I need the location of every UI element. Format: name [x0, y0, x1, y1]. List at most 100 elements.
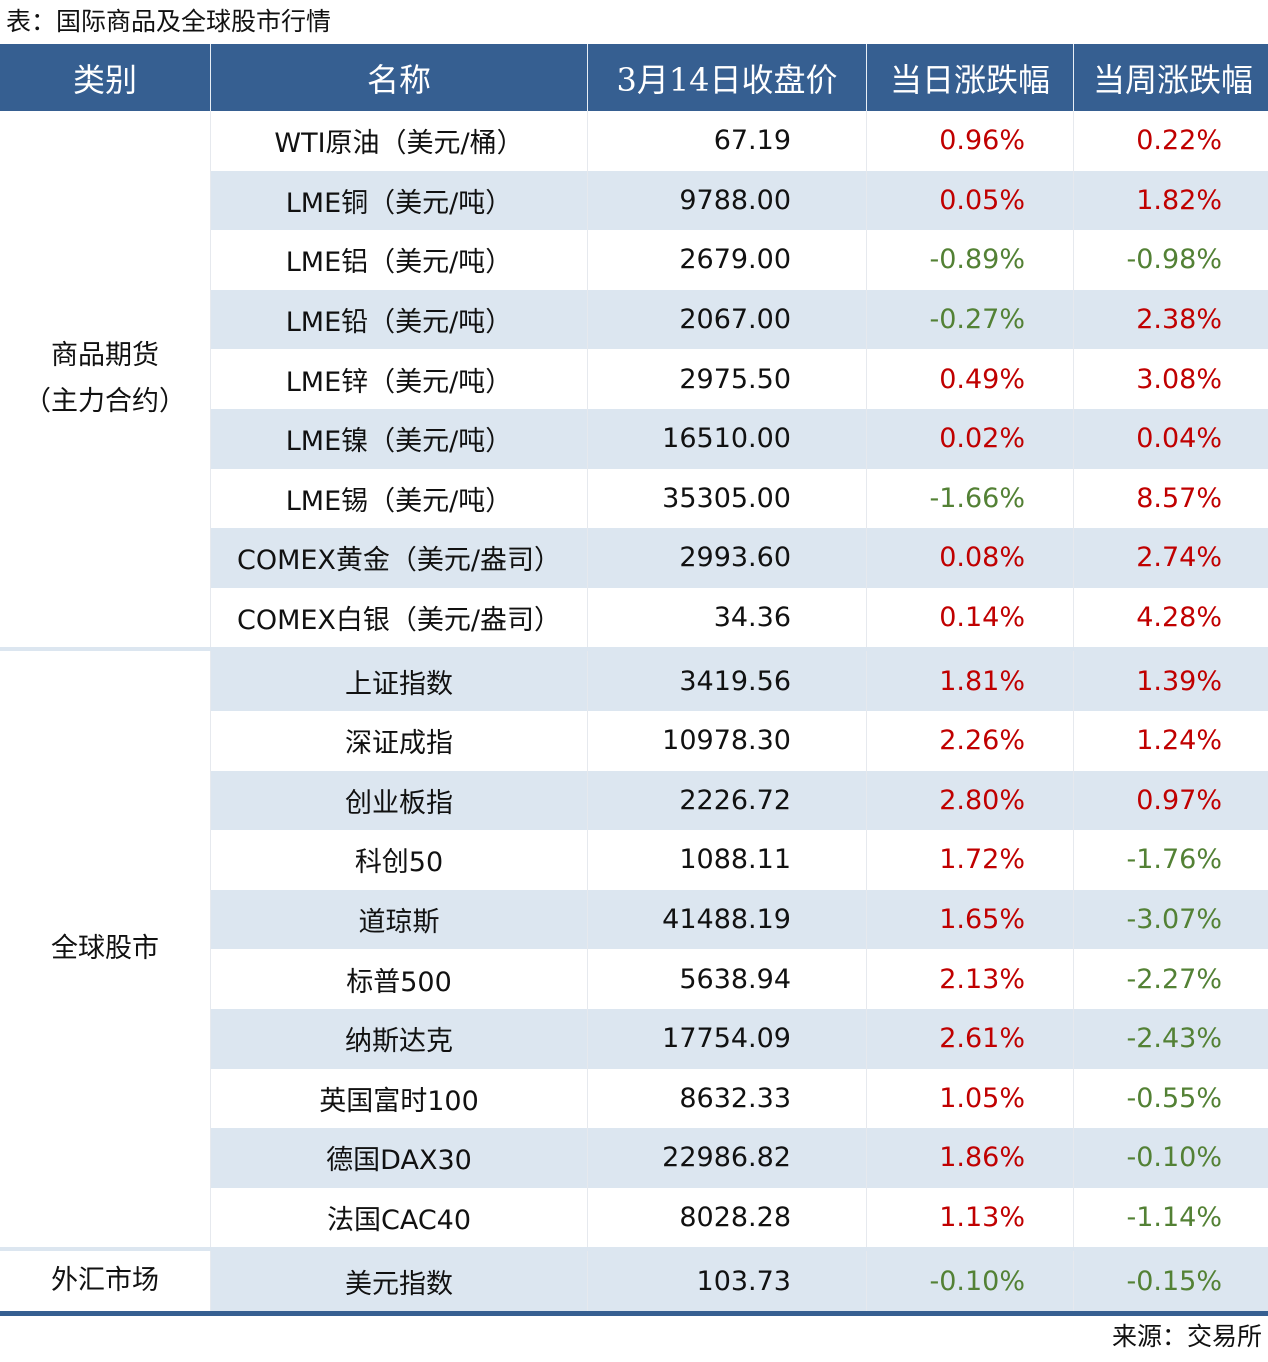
close-cell: 8028.28	[587, 1187, 867, 1250]
day-change-cell: 0.02%	[866, 408, 1074, 469]
table-row: 德国DAX30 22986.82 1.86% -0.10%	[0, 1128, 1268, 1188]
day-change-cell: -0.89%	[866, 230, 1074, 290]
name-cell: 深证成指	[210, 710, 588, 771]
close-cell: 5638.94	[587, 949, 867, 1009]
week-change-cell: 1.24%	[1073, 710, 1268, 771]
week-change-cell: 0.22%	[1073, 111, 1268, 171]
close-cell: 8632.33	[587, 1068, 867, 1129]
close-cell: 1088.11	[587, 830, 867, 890]
week-change-cell: -0.10%	[1073, 1128, 1268, 1188]
name-cell: 英国富时100	[210, 1068, 588, 1129]
table-row: LME铝（美元/吨） 2679.00 -0.89% -0.98%	[0, 230, 1268, 290]
close-cell: 103.73	[587, 1247, 867, 1316]
table-title: 表：国际商品及全球股市行情	[6, 7, 332, 36]
close-cell: 34.36	[587, 587, 867, 650]
header-row: 类别 名称 3月14日收盘价 当日涨跌幅 当周涨跌幅	[0, 44, 1268, 111]
day-change-cell: 1.86%	[866, 1128, 1074, 1188]
close-cell: 2993.60	[587, 528, 867, 588]
name-cell: 创业板指	[210, 770, 588, 831]
day-change-cell: 0.14%	[866, 587, 1074, 650]
week-change-cell: 8.57%	[1073, 468, 1268, 529]
name-cell: LME锌（美元/吨）	[210, 349, 588, 409]
table-row: COMEX黄金（美元/盎司） 2993.60 0.08% 2.74%	[0, 528, 1268, 588]
header-category: 类别	[0, 44, 211, 111]
table-row: 商品期货 （主力合约） WTI原油（美元/桶） 67.19 0.96% 0.22%	[0, 111, 1268, 650]
name-cell: 纳斯达克	[210, 1008, 588, 1069]
week-change-cell: 2.74%	[1073, 528, 1268, 588]
category-label: 商品期货	[51, 340, 159, 372]
close-cell: 67.19	[587, 111, 867, 171]
table-row: LME锌（美元/吨） 2975.50 0.49% 3.08%	[0, 349, 1268, 409]
day-change-cell: 1.81%	[866, 647, 1074, 711]
table-body: 商品期货 （主力合约） WTI原油（美元/桶） 67.19 0.96% 0.22% LME铜…	[0, 111, 1268, 1316]
week-change-cell: 1.82%	[1073, 170, 1268, 231]
table-row: LME镍（美元/吨） 16510.00 0.02% 0.04%	[0, 408, 1268, 469]
name-cell: 法国CAC40	[210, 1187, 588, 1250]
table-row: 科创50 1088.11 1.72% -1.76%	[0, 830, 1268, 890]
name-cell: LME铅（美元/吨）	[210, 289, 588, 350]
day-change-cell: 0.96%	[866, 111, 1074, 171]
market-table: 类别 名称 3月14日收盘价 当日涨跌幅 当周涨跌幅 商品期货 （主力合约） WTI…	[0, 44, 1268, 1316]
week-change-cell: 1.39%	[1073, 647, 1268, 711]
day-change-cell: 0.05%	[866, 170, 1074, 231]
day-change-cell: 2.13%	[866, 949, 1074, 1009]
week-change-cell: 0.04%	[1073, 408, 1268, 469]
week-change-cell: -1.76%	[1073, 830, 1268, 890]
category-label: 外汇市场	[51, 1265, 159, 1297]
name-cell: COMEX白银（美元/盎司）	[210, 587, 588, 650]
source-note: 来源：交易所	[1111, 1322, 1262, 1351]
table-row: LME铜（美元/吨） 9788.00 0.05% 1.82%	[0, 170, 1268, 231]
day-change-cell: 1.72%	[866, 830, 1074, 890]
close-cell: 3419.56	[587, 647, 867, 711]
category-cell: 商品期货 （主力合约）	[0, 111, 211, 650]
table-row: LME铅（美元/吨） 2067.00 -0.27% 2.38%	[0, 289, 1268, 350]
name-cell: LME铜（美元/吨）	[210, 170, 588, 231]
table-row: 标普500 5638.94 2.13% -2.27%	[0, 949, 1268, 1009]
day-change-cell: -0.10%	[866, 1247, 1074, 1316]
close-cell: 2975.50	[587, 349, 867, 409]
category-label: （主力合约）	[24, 386, 186, 418]
close-cell: 2067.00	[587, 289, 867, 350]
name-cell: WTI原油（美元/桶）	[210, 111, 588, 171]
table-row: 全球股市 上证指数 3419.56 1.81% 1.39%	[0, 647, 1268, 1250]
day-change-cell: 2.61%	[866, 1008, 1074, 1069]
week-change-cell: -0.98%	[1073, 230, 1268, 290]
table-row: COMEX白银（美元/盎司） 34.36 0.14% 4.28%	[0, 587, 1268, 650]
day-change-cell: -0.27%	[866, 289, 1074, 350]
week-change-cell: 0.97%	[1073, 770, 1268, 831]
name-cell: 上证指数	[210, 647, 588, 711]
day-change-cell: 1.13%	[866, 1187, 1074, 1250]
week-change-cell: -2.43%	[1073, 1008, 1268, 1069]
name-cell: 道琼斯	[210, 889, 588, 950]
week-change-cell: -3.07%	[1073, 889, 1268, 950]
table-row: 法国CAC40 8028.28 1.13% -1.14%	[0, 1187, 1268, 1250]
category-cell: 全球股市	[0, 647, 211, 1250]
close-cell: 2679.00	[587, 230, 867, 290]
close-cell: 41488.19	[587, 889, 867, 950]
day-change-cell: 0.08%	[866, 528, 1074, 588]
day-change-cell: -1.66%	[866, 468, 1074, 529]
name-cell: COMEX黄金（美元/盎司）	[210, 528, 588, 588]
header-name: 名称	[210, 44, 588, 111]
table-row: 创业板指 2226.72 2.80% 0.97%	[0, 770, 1268, 831]
table-row: 英国富时100 8632.33 1.05% -0.55%	[0, 1068, 1268, 1129]
name-cell: LME镍（美元/吨）	[210, 408, 588, 469]
name-cell: LME铝（美元/吨）	[210, 230, 588, 290]
close-cell: 9788.00	[587, 170, 867, 231]
table-row: LME锡（美元/吨） 35305.00 -1.66% 8.57%	[0, 468, 1268, 529]
week-change-cell: 3.08%	[1073, 349, 1268, 409]
week-change-cell: -0.55%	[1073, 1068, 1268, 1129]
table-row: 纳斯达克 17754.09 2.61% -2.43%	[0, 1008, 1268, 1069]
name-cell: 美元指数	[210, 1247, 588, 1316]
day-change-cell: 1.05%	[866, 1068, 1074, 1129]
table-row: 道琼斯 41488.19 1.65% -3.07%	[0, 889, 1268, 950]
close-cell: 17754.09	[587, 1008, 867, 1069]
close-cell: 35305.00	[587, 468, 867, 529]
close-cell: 16510.00	[587, 408, 867, 469]
header-day-change: 当日涨跌幅	[866, 44, 1074, 111]
day-change-cell: 2.26%	[866, 710, 1074, 771]
week-change-cell: -0.15%	[1073, 1247, 1268, 1316]
week-change-cell: -2.27%	[1073, 949, 1268, 1009]
category-cell: 外汇市场	[0, 1247, 211, 1316]
close-cell: 22986.82	[587, 1128, 867, 1188]
